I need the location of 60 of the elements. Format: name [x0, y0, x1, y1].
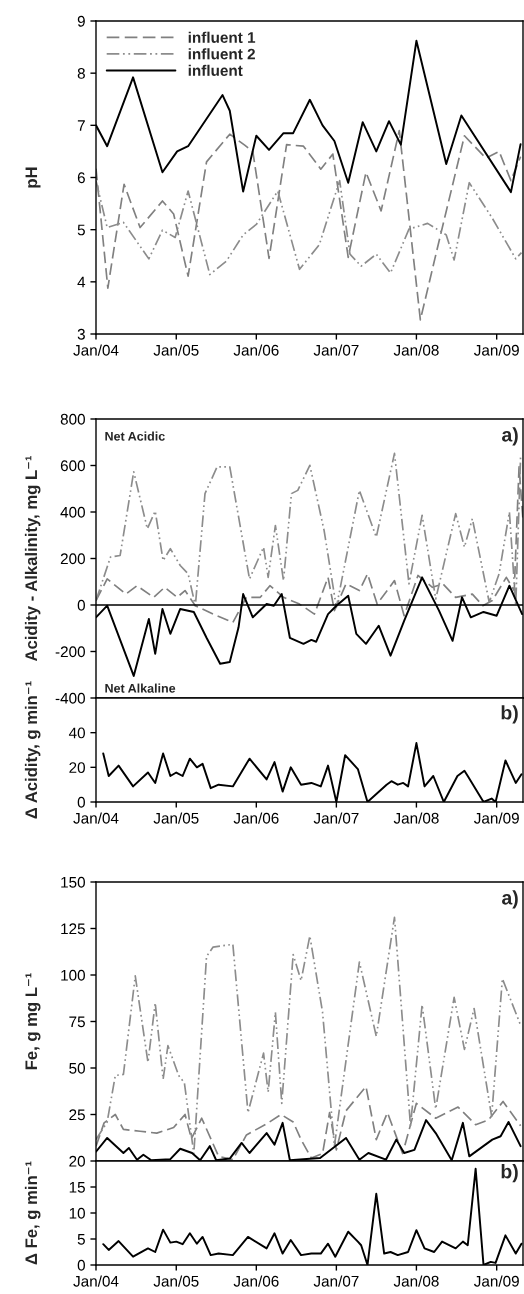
x-tick-label: Jan/06 — [233, 344, 279, 356]
x-tick-label: Jan/07 — [313, 812, 359, 824]
x-tick-label: Jan/08 — [393, 1275, 439, 1287]
x-tick-label: Jan/09 — [473, 812, 519, 824]
legend-label: influent — [188, 64, 243, 76]
y-tick-label: 9 — [77, 15, 85, 27]
y-tick-label: -200 — [55, 646, 85, 658]
x-tick-label: Jan/04 — [73, 812, 119, 824]
x-tick-label: Jan/05 — [153, 812, 199, 824]
x-tick-label: Jan/09 — [473, 344, 519, 356]
y-axis-title: Δ Fe, g min⁻¹ — [24, 1161, 41, 1265]
x-tick-label: Jan/09 — [473, 1275, 519, 1287]
y-tick-label: 40 — [68, 727, 85, 739]
y-tick-label: -400 — [55, 692, 85, 704]
y-tick-label: 125 — [61, 923, 85, 935]
y-tick-label: 20 — [69, 762, 85, 774]
x-tick-label: Jan/07 — [313, 1275, 359, 1287]
y-tick-label: 3 — [77, 328, 85, 340]
x-tick-label: Jan/04 — [73, 344, 119, 356]
y-tick-label: 0 — [77, 796, 85, 808]
annotation: b) — [501, 1164, 518, 1183]
legend-label: influent 1 — [188, 31, 256, 43]
y-tick-label: 200 — [60, 553, 85, 565]
y-tick-label: 5 — [77, 1234, 85, 1245]
x-tick-label: Jan/05 — [153, 1275, 199, 1287]
x-tick-label: Jan/08 — [393, 344, 439, 356]
y-tick-label: 6 — [77, 172, 85, 184]
y-tick-label: 20 — [69, 1155, 85, 1167]
legend-label: influent 2 — [188, 48, 255, 60]
y-tick-label: 0 — [77, 1259, 85, 1271]
x-tick-label: Jan/06 — [233, 1275, 279, 1287]
y-tick-label: 600 — [60, 460, 85, 472]
x-tick-label: Jan/07 — [313, 344, 359, 356]
y-tick-label: 8 — [77, 68, 85, 79]
y-tick-label: 800 — [60, 413, 85, 425]
y-tick-label: 7 — [77, 120, 85, 131]
y-tick-label: 4 — [77, 276, 86, 288]
annotation: a) — [502, 890, 518, 909]
annotation: Net Acidic — [105, 431, 165, 441]
y-axis-title: pH — [25, 167, 41, 188]
y-axis-title: Fe, g mg L⁻¹ — [25, 973, 41, 1070]
y-tick-label: 400 — [60, 506, 85, 518]
y-tick-label: 15 — [69, 1182, 85, 1193]
y-tick-label: 50 — [69, 1062, 85, 1074]
x-tick-label: Jan/06 — [233, 812, 279, 824]
annotation: a) — [502, 427, 518, 446]
y-axis-title: Acidity - Alkalinity, mg L⁻¹ — [24, 455, 41, 662]
y-tick-label: 150 — [61, 876, 85, 888]
annotation: Net Alkaline — [105, 683, 176, 693]
y-tick-label: 25 — [69, 1109, 85, 1121]
y-tick-label: 75 — [69, 1016, 85, 1028]
annotation: b) — [501, 705, 518, 724]
y-tick-label: 100 — [61, 969, 85, 981]
y-tick-label: 10 — [69, 1207, 85, 1219]
x-tick-label: Jan/08 — [393, 812, 439, 824]
y-tick-label: 0 — [77, 599, 85, 611]
x-tick-label: Jan/05 — [153, 344, 199, 356]
x-tick-label: Jan/04 — [73, 1275, 119, 1287]
y-axis-title: Δ Acidity, g min⁻¹ — [24, 681, 41, 819]
y-tick-label: 5 — [77, 224, 85, 236]
